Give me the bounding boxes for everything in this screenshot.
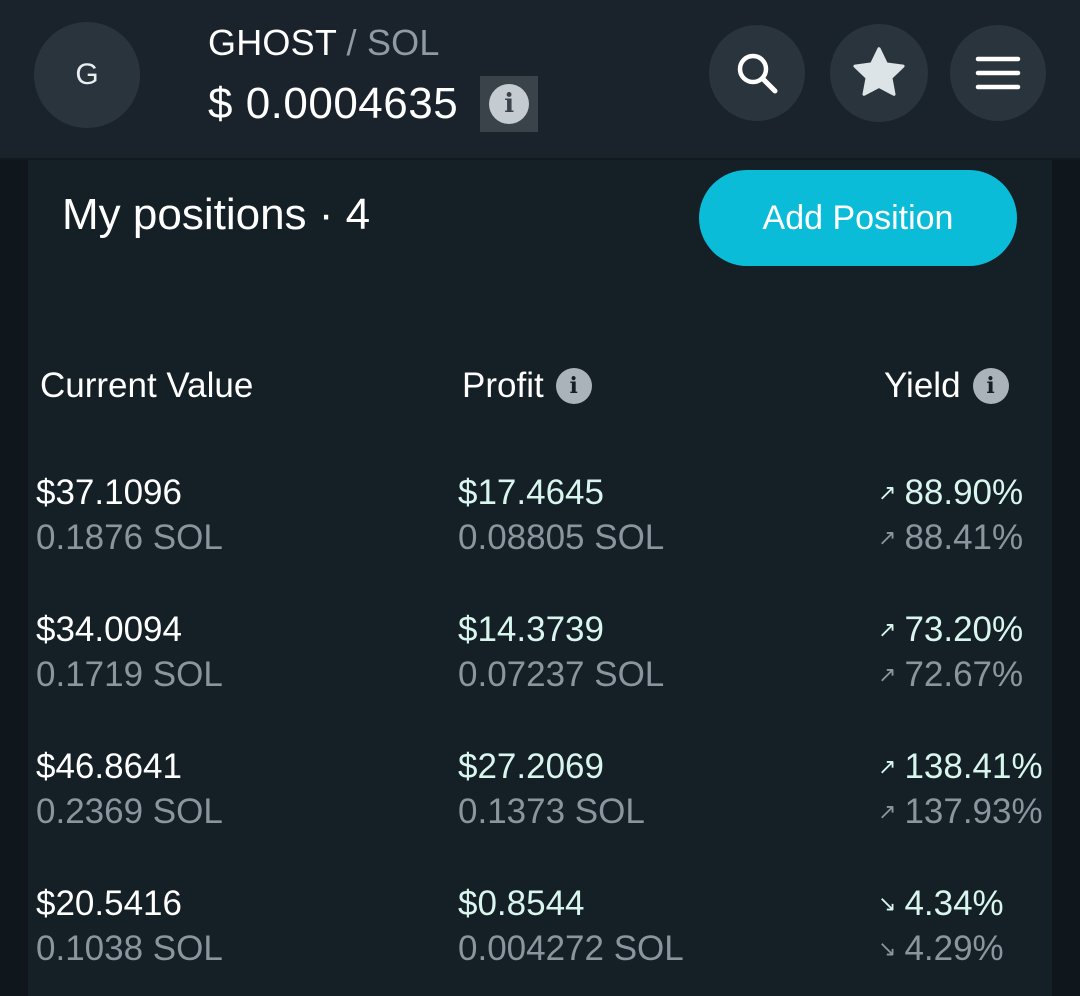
current-value-usd: $20.5416 bbox=[36, 884, 182, 923]
current-value-usd: $37.1096 bbox=[36, 473, 182, 512]
yield-cell: ↗ 88.90% ↗ 88.41% bbox=[878, 470, 1052, 560]
yield-primary: ↗ 88.90% bbox=[878, 470, 1052, 515]
price-info-button[interactable]: i bbox=[480, 76, 539, 132]
column-label-current-value: Current Value bbox=[40, 366, 254, 405]
current-value-sol: 0.1038 SOL bbox=[36, 929, 223, 968]
token-price: $ 0.0004635 bbox=[208, 79, 459, 128]
profit-cell: $27.2069 0.1373 SOL bbox=[458, 744, 645, 834]
arrow-up-right-icon: ↗ bbox=[878, 525, 897, 550]
yield-secondary: ↗ 137.93% bbox=[878, 789, 1052, 834]
favorite-button[interactable] bbox=[830, 24, 928, 122]
search-button[interactable] bbox=[709, 25, 805, 121]
profit-usd: $0.8544 bbox=[458, 884, 585, 923]
yield-cell: ↗ 138.41% ↗ 137.93% bbox=[878, 744, 1052, 834]
yield-primary: ↗ 138.41% bbox=[878, 744, 1052, 789]
current-value-usd: $46.8641 bbox=[36, 747, 182, 786]
yield-cell: ↗ 73.20% ↗ 72.67% bbox=[878, 607, 1052, 697]
arrow-up-right-icon: ↗ bbox=[878, 480, 897, 505]
position-row[interactable]: $46.8641 0.2369 SOL $27.2069 0.1373 SOL … bbox=[28, 744, 1052, 844]
menu-button[interactable] bbox=[950, 25, 1046, 121]
menu-icon bbox=[975, 56, 1021, 90]
yield-primary-value: 73.20% bbox=[904, 610, 1024, 649]
yield-secondary-value: 137.93% bbox=[904, 792, 1043, 831]
avatar-letter: G bbox=[75, 58, 99, 91]
yield-secondary-value: 72.67% bbox=[904, 655, 1024, 694]
current-value-cell: $20.5416 0.1038 SOL bbox=[36, 881, 223, 971]
pair-separator: / bbox=[336, 22, 367, 63]
profit-cell: $14.3739 0.07237 SOL bbox=[458, 607, 664, 697]
add-position-button[interactable]: Add Position bbox=[699, 170, 1017, 266]
profit-usd: $17.4645 bbox=[458, 473, 604, 512]
profit-usd: $27.2069 bbox=[458, 747, 604, 786]
column-label-yield: Yield bbox=[884, 366, 961, 405]
column-label-profit: Profit bbox=[462, 366, 544, 405]
profit-sol: 0.004272 SOL bbox=[458, 929, 684, 968]
profit-info-icon[interactable]: i bbox=[555, 368, 592, 404]
current-value-cell: $34.0094 0.1719 SOL bbox=[36, 607, 223, 697]
yield-secondary: ↗ 72.67% bbox=[878, 652, 1052, 697]
yield-info-icon[interactable]: i bbox=[972, 368, 1009, 404]
current-value-usd: $34.0094 bbox=[36, 610, 182, 649]
info-icon: i bbox=[489, 84, 530, 124]
current-value-sol: 0.1719 SOL bbox=[36, 655, 223, 694]
arrow-up-right-icon: ↗ bbox=[878, 799, 897, 824]
position-row[interactable]: $20.5416 0.1038 SOL $0.8544 0.004272 SOL… bbox=[28, 881, 1052, 981]
profit-usd: $14.3739 bbox=[458, 610, 604, 649]
token-pair: GHOST / SOL bbox=[208, 22, 440, 64]
yield-primary-value: 88.90% bbox=[904, 473, 1024, 512]
pair-quote: SOL bbox=[366, 22, 440, 63]
current-value-cell: $46.8641 0.2369 SOL bbox=[36, 744, 223, 834]
yield-primary: ↘ 4.34% bbox=[878, 881, 1052, 926]
current-value-sol: 0.2369 SOL bbox=[36, 792, 223, 831]
yield-primary-value: 138.41% bbox=[904, 747, 1043, 786]
positions-panel: My positions · 4 Add Position Current Va… bbox=[28, 160, 1052, 996]
column-header-yield: Yield i bbox=[884, 366, 1009, 406]
position-row[interactable]: $37.1096 0.1876 SOL $17.4645 0.08805 SOL… bbox=[28, 470, 1052, 570]
yield-secondary: ↘ 4.29% bbox=[878, 926, 1052, 971]
search-icon bbox=[737, 53, 778, 94]
yield-cell: ↘ 4.34% ↘ 4.29% bbox=[878, 881, 1052, 971]
yield-secondary-value: 4.29% bbox=[904, 929, 1004, 968]
star-icon bbox=[853, 47, 905, 96]
profit-sol: 0.1373 SOL bbox=[458, 792, 645, 831]
yield-secondary: ↗ 88.41% bbox=[878, 515, 1052, 560]
current-value-sol: 0.1876 SOL bbox=[36, 518, 223, 557]
arrow-down-right-icon: ↘ bbox=[878, 891, 897, 916]
arrow-up-right-icon: ↗ bbox=[878, 754, 897, 779]
token-header: G GHOST / SOL $ 0.0004635 i bbox=[0, 0, 1080, 160]
yield-primary: ↗ 73.20% bbox=[878, 607, 1052, 652]
profit-sol: 0.07237 SOL bbox=[458, 655, 665, 694]
current-value-cell: $37.1096 0.1876 SOL bbox=[36, 470, 223, 560]
profit-sol: 0.08805 SOL bbox=[458, 518, 665, 557]
pair-base: GHOST bbox=[208, 22, 337, 63]
profit-cell: $0.8544 0.004272 SOL bbox=[458, 881, 684, 971]
position-row[interactable]: $34.0094 0.1719 SOL $14.3739 0.07237 SOL… bbox=[28, 607, 1052, 707]
arrow-up-right-icon: ↗ bbox=[878, 662, 897, 687]
column-header-current-value: Current Value bbox=[40, 366, 253, 406]
positions-title: My positions · 4 bbox=[62, 190, 371, 239]
yield-secondary-value: 88.41% bbox=[904, 518, 1024, 557]
arrow-up-right-icon: ↗ bbox=[878, 617, 897, 642]
token-avatar: G bbox=[34, 22, 140, 128]
yield-primary-value: 4.34% bbox=[904, 884, 1004, 923]
profit-cell: $17.4645 0.08805 SOL bbox=[458, 470, 664, 560]
column-header-profit: Profit i bbox=[462, 366, 592, 406]
arrow-down-right-icon: ↘ bbox=[878, 936, 897, 961]
price-row: $ 0.0004635 i bbox=[208, 76, 539, 132]
